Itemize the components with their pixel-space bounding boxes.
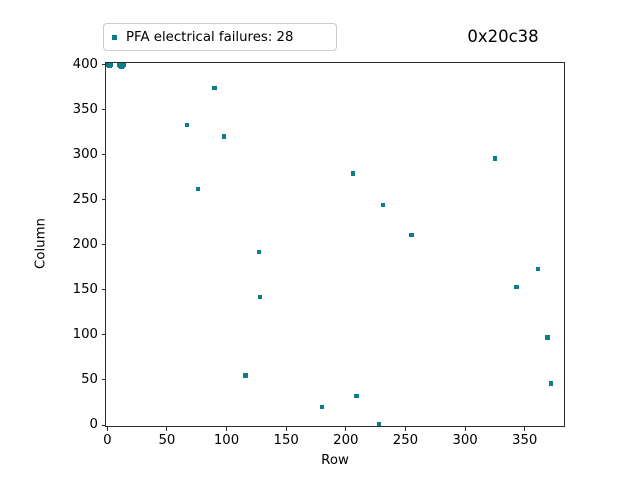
y-axis-label: Column [33, 218, 49, 269]
y-tick-label: 200 [72, 236, 98, 252]
data-point [243, 373, 248, 378]
y-tick-label: 400 [72, 56, 98, 72]
y-tick-label: 350 [72, 101, 98, 117]
data-point [256, 249, 261, 255]
y-tick-mark [101, 109, 105, 111]
data-point [409, 232, 414, 238]
x-tick-mark [166, 427, 168, 431]
x-tick-label: 200 [333, 433, 359, 448]
x-tick-label: 150 [273, 433, 299, 448]
data-point [380, 202, 386, 208]
x-tick-label: 300 [452, 433, 478, 448]
y-tick-mark [101, 424, 105, 426]
x-tick-mark [464, 427, 466, 431]
data-point [535, 266, 541, 272]
data-point [514, 284, 519, 290]
x-tick-label: 50 [158, 433, 176, 448]
y-tick-label: 100 [72, 326, 98, 342]
data-point [221, 134, 227, 139]
data-point [350, 171, 356, 176]
data-point [121, 63, 127, 67]
x-tick-label: 250 [392, 433, 419, 448]
data-point [548, 381, 554, 386]
legend-label: PFA electrical failures: 28 [126, 29, 294, 45]
y-tick-label: 50 [81, 371, 98, 387]
data-point [354, 393, 359, 399]
y-tick-label: 250 [72, 191, 98, 207]
y-tick-mark [101, 334, 105, 336]
y-tick-label: 150 [72, 281, 98, 297]
x-tick-mark [226, 427, 228, 431]
legend-marker-icon [112, 34, 117, 40]
legend: PFA electrical failures: 28 [103, 23, 337, 51]
x-axis-label: Row [321, 453, 349, 468]
x-tick-mark [345, 427, 347, 431]
plot-area [105, 62, 565, 427]
y-tick-mark [101, 64, 105, 66]
data-point [545, 335, 550, 340]
data-point [212, 85, 217, 91]
x-tick-mark [524, 427, 526, 431]
y-tick-mark [101, 199, 105, 201]
x-tick-label: 100 [213, 433, 240, 448]
x-tick-mark [285, 427, 287, 431]
y-tick-mark [101, 154, 105, 156]
y-tick-label: 300 [72, 146, 98, 162]
data-point [257, 294, 263, 300]
y-tick-label: 0 [89, 417, 98, 432]
data-point [376, 421, 382, 426]
y-tick-mark [101, 289, 105, 291]
x-tick-mark [404, 427, 406, 431]
data-point [319, 404, 325, 410]
y-tick-mark [101, 379, 105, 381]
data-point [108, 63, 114, 67]
data-point [184, 122, 190, 128]
chart-title: 0x20c38 [467, 27, 539, 46]
data-point [492, 156, 498, 161]
x-tick-label: 350 [512, 433, 538, 448]
y-tick-mark [101, 244, 105, 246]
x-tick-mark [106, 427, 108, 431]
data-point [195, 186, 201, 192]
x-tick-label: 0 [103, 433, 112, 448]
